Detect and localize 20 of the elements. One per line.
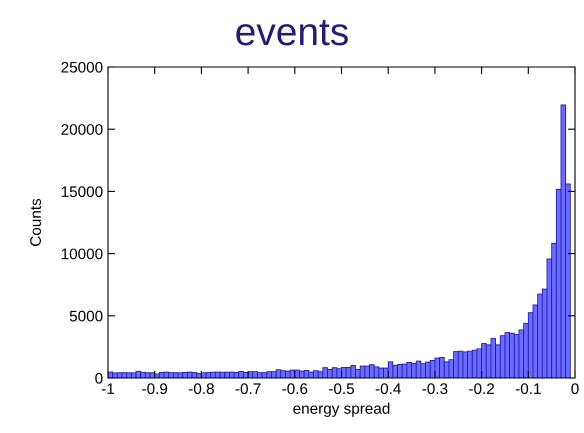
chart-title: events (236, 20, 348, 46)
x-axis-title: energy spread (293, 402, 390, 417)
x-tick-label: 0 (571, 383, 579, 394)
y-tick-label: 15000 (62, 186, 103, 198)
x-tick-label: -1 (102, 383, 114, 394)
y-tick-label: 25000 (61, 62, 103, 73)
y-axis-title: Counts (30, 198, 41, 246)
x-tick-label: -0.4 (376, 383, 401, 394)
x-tick-label: -0.7 (236, 383, 260, 394)
y-tick-label: 0 (95, 372, 103, 384)
x-tick-label: -0.8 (188, 383, 214, 394)
x-tick-label: -0.6 (282, 383, 308, 394)
x-tick-label: -0.3 (422, 383, 448, 394)
x-tick-label: -0.1 (516, 383, 541, 394)
y-tick-label: 10000 (62, 248, 103, 260)
x-tick-label: -0.5 (329, 383, 354, 394)
x-tick-label: -0.2 (469, 383, 494, 394)
y-tick-label: 5000 (70, 310, 103, 322)
x-tick-label: -0.9 (142, 383, 168, 394)
y-tick-label: 20000 (61, 124, 103, 135)
